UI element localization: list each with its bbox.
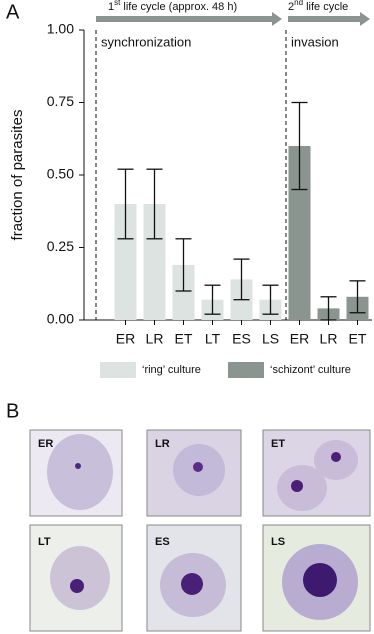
panel-label: A (6, 1, 20, 23)
phase-text: life cycle (303, 1, 348, 13)
y-tick-label: 0.25 (47, 238, 74, 254)
x-tick-label: LR (320, 331, 338, 347)
parasite (291, 480, 303, 492)
panel-label: B (6, 400, 19, 422)
x-tick-label: ER (116, 331, 135, 347)
x-tick-label: ES (232, 331, 251, 347)
error-bar (117, 168, 134, 240)
legend-label: ‘ring’ culture (142, 364, 201, 376)
y-tick-label: 0.75 (47, 93, 74, 109)
phase-arrow (96, 12, 282, 26)
x-tick-label: LS (262, 331, 279, 347)
parasite (193, 462, 203, 472)
error-bar (291, 101, 308, 191)
bar (143, 204, 166, 320)
error-bar (175, 238, 192, 292)
x-tick-label: ET (175, 331, 193, 347)
micrographs (29, 429, 371, 632)
x-tick-label: LR (146, 331, 164, 347)
section-label: synchronization (101, 34, 191, 49)
phase-text: life cycle (approx. 48 h) (120, 1, 237, 13)
phase-label: 1st life cycle (approx. 48 h) (108, 0, 237, 13)
section-label: invasion (291, 34, 339, 49)
error-bar (204, 284, 221, 315)
x-tick-label: ET (349, 331, 367, 347)
phase-suffix: nd (294, 0, 303, 7)
y-tick-label: 1.00 (47, 21, 74, 37)
parasite (331, 452, 341, 462)
phase-arrow (288, 12, 370, 26)
cell (50, 546, 110, 610)
micrograph-label: LS (271, 536, 285, 548)
parasite (70, 579, 84, 593)
micrograph-label: LT (38, 536, 51, 548)
x-tick-label: ER (290, 331, 309, 347)
error-bar (320, 296, 337, 321)
legend-label: ‘schizont’ culture (270, 364, 351, 376)
phase-label: 2nd life cycle (288, 0, 348, 13)
bar (114, 204, 137, 320)
phase-suffix: st (114, 0, 121, 7)
micrograph-label: ER (38, 438, 53, 450)
micrograph-label: LR (155, 438, 170, 450)
micrograph-label: ET (271, 438, 285, 450)
error-bar (349, 280, 366, 314)
micrograph-label: ES (155, 536, 170, 548)
y-tick-label: 0.50 (47, 166, 74, 182)
y-axis-label: fraction of parasites (9, 110, 26, 241)
x-tick-label: LT (205, 331, 221, 347)
phase-number: 1 (108, 1, 114, 13)
error-bar (146, 168, 163, 240)
y-tick-label: 0.00 (47, 311, 74, 327)
legend-swatch (100, 362, 136, 378)
legend-swatch (228, 362, 264, 378)
cell (47, 434, 113, 510)
parasite (75, 463, 81, 469)
parasite (303, 563, 337, 597)
phase-number: 2 (288, 1, 294, 13)
error-bar (262, 284, 279, 315)
parasite (181, 573, 203, 595)
bar (172, 264, 195, 320)
error-bar (233, 258, 250, 301)
